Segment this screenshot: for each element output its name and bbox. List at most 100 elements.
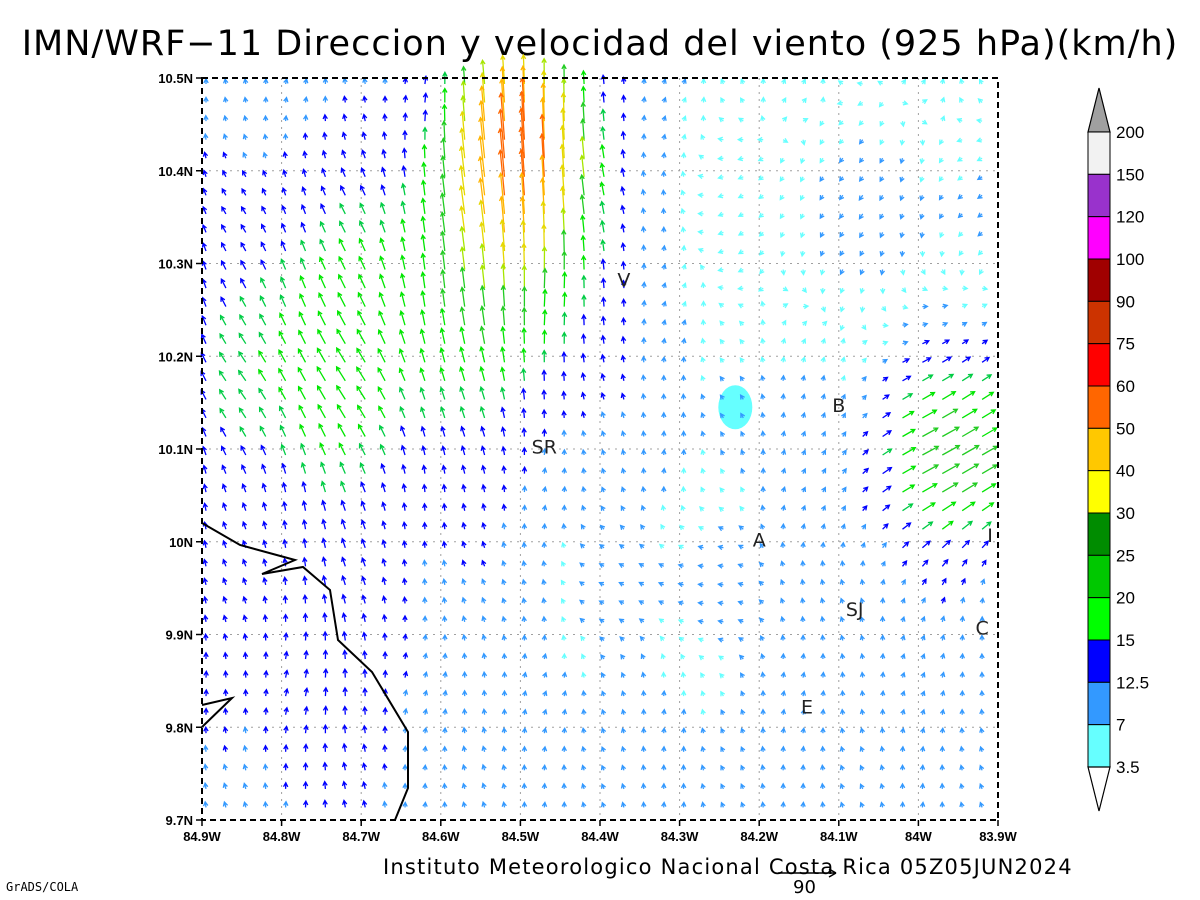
wind-vector bbox=[202, 539, 208, 548]
wind-vector bbox=[680, 801, 687, 808]
wind-vector bbox=[697, 581, 704, 588]
wind-vector bbox=[620, 185, 626, 196]
wind-vector bbox=[661, 263, 667, 270]
wind-vector bbox=[800, 708, 806, 715]
wind-vector bbox=[902, 522, 912, 530]
wind-vector bbox=[680, 393, 687, 400]
wind-vector bbox=[759, 542, 765, 549]
wind-vector bbox=[478, 116, 486, 159]
wind-vector bbox=[800, 411, 807, 419]
wind-vector bbox=[402, 651, 409, 660]
wind-vector bbox=[819, 194, 825, 201]
wind-vector bbox=[620, 354, 627, 363]
wind-vector bbox=[920, 596, 926, 604]
wind-vector bbox=[859, 727, 865, 734]
wind-vector bbox=[599, 219, 606, 233]
wind-vector bbox=[421, 483, 428, 493]
wind-vector bbox=[420, 425, 426, 437]
wind-vector bbox=[521, 541, 527, 548]
wind-vector bbox=[402, 614, 408, 622]
wind-vector bbox=[500, 406, 506, 419]
wind-vector bbox=[700, 356, 706, 363]
wind-vector bbox=[939, 708, 946, 715]
wind-vector bbox=[840, 356, 846, 363]
wind-vector bbox=[700, 393, 706, 400]
wind-vector bbox=[356, 404, 366, 419]
wind-vector bbox=[241, 463, 247, 474]
wind-vector bbox=[341, 574, 347, 586]
colorbar-label: 50 bbox=[1116, 419, 1135, 438]
wind-vector bbox=[561, 229, 567, 252]
wind-vector bbox=[500, 263, 506, 289]
wind-vector bbox=[902, 541, 910, 549]
wind-vector bbox=[402, 782, 408, 789]
wind-vector bbox=[302, 575, 308, 585]
x-tick-label: 83.9W bbox=[979, 829, 1017, 844]
wind-vector bbox=[541, 727, 548, 734]
wind-vector bbox=[479, 263, 486, 289]
wind-vector bbox=[380, 184, 386, 196]
wind-vector bbox=[258, 331, 267, 345]
wind-vector bbox=[316, 384, 326, 400]
wind-vector bbox=[979, 671, 985, 678]
wind-vector bbox=[862, 504, 868, 512]
wind-vector bbox=[561, 708, 568, 715]
wind-vector bbox=[301, 168, 308, 177]
x-tick-label: 84.2W bbox=[740, 829, 778, 844]
wind-vector bbox=[838, 138, 845, 145]
wind-vector bbox=[960, 596, 966, 604]
wind-vector bbox=[542, 267, 548, 289]
wind-vector bbox=[220, 445, 227, 456]
wind-vector bbox=[541, 541, 547, 548]
wind-vector bbox=[336, 384, 346, 400]
wind-vector bbox=[459, 286, 466, 307]
wind-vector bbox=[440, 230, 446, 252]
wind-vector bbox=[481, 578, 487, 586]
wind-vector bbox=[422, 745, 428, 752]
wind-vector bbox=[521, 407, 527, 418]
wind-vector bbox=[661, 151, 667, 159]
wind-vector bbox=[740, 78, 746, 85]
wind-vector bbox=[820, 652, 826, 660]
wind-vector bbox=[720, 449, 726, 456]
wind-vector bbox=[879, 634, 886, 641]
wind-vector bbox=[941, 463, 961, 475]
wind-vector bbox=[902, 393, 914, 400]
wind-vector bbox=[879, 232, 885, 239]
wind-vector bbox=[737, 285, 744, 291]
wind-vector bbox=[580, 214, 586, 233]
wind-vector bbox=[420, 289, 426, 307]
wind-vector bbox=[760, 485, 766, 493]
wind-vector bbox=[780, 157, 785, 164]
wind-vector bbox=[882, 448, 893, 456]
wind-vector bbox=[282, 519, 288, 530]
wind-vector bbox=[561, 801, 567, 808]
wind-vector bbox=[263, 96, 269, 103]
wind-vector bbox=[222, 520, 228, 530]
wind-vector bbox=[299, 274, 307, 289]
wind-vector bbox=[760, 523, 766, 530]
wind-vector bbox=[541, 428, 548, 437]
wind-vector bbox=[382, 744, 388, 752]
wind-vector bbox=[539, 154, 545, 196]
wind-vector bbox=[618, 581, 625, 587]
wind-vector bbox=[919, 195, 925, 202]
wind-vector bbox=[919, 250, 926, 258]
colorbar-cap-top bbox=[1087, 87, 1111, 133]
wind-vector bbox=[561, 634, 567, 641]
wind-vector bbox=[801, 337, 807, 344]
wind-vector bbox=[479, 405, 486, 419]
wind-vector bbox=[957, 212, 964, 219]
x-tick-label: 84.9W bbox=[183, 829, 221, 844]
wind-vector bbox=[820, 288, 826, 295]
wind-vector bbox=[243, 688, 249, 697]
wind-vector bbox=[579, 543, 586, 549]
wind-vector bbox=[400, 200, 406, 215]
wind-vector bbox=[941, 444, 961, 456]
wind-vector bbox=[899, 232, 905, 239]
wind-vector bbox=[697, 563, 704, 569]
wind-vector bbox=[979, 689, 985, 697]
wind-vector bbox=[922, 286, 929, 292]
wind-vector bbox=[757, 156, 764, 162]
wind-vector bbox=[521, 522, 528, 530]
